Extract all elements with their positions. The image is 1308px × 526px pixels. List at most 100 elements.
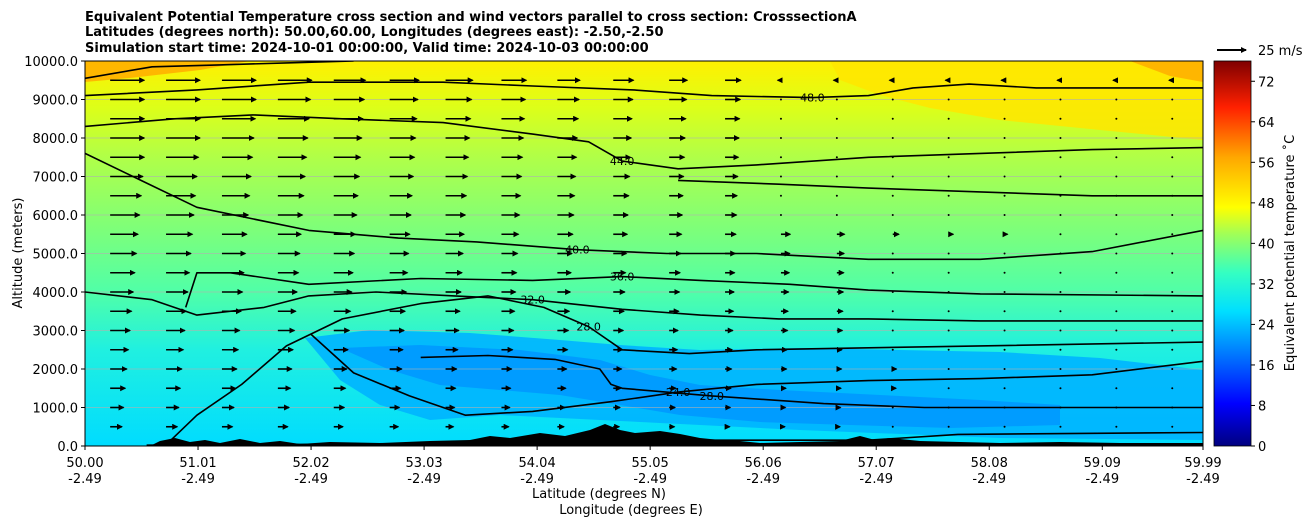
y-tick-label: 6000.0: [33, 209, 79, 224]
wind-vector-dot: [892, 99, 894, 101]
wind-vector-dot: [1115, 253, 1117, 255]
wind-reference-label: 25 m/s: [1258, 44, 1303, 59]
wind-vector-dot: [892, 349, 894, 351]
wind-vector-dot: [1004, 176, 1006, 178]
colorbar-tick-label: 24: [1258, 318, 1275, 333]
wind-vector-dot: [780, 176, 782, 178]
wind-vector-dot: [1059, 118, 1061, 120]
wind-vector-dot: [1171, 310, 1173, 312]
y-tick-label: 7000.0: [33, 171, 79, 186]
x-tick-label-lon: -2.49: [294, 472, 328, 487]
wind-vector-dot: [1171, 99, 1173, 101]
wind-vector-dot: [1059, 310, 1061, 312]
y-tick-label: 5000.0: [33, 248, 79, 263]
wind-vector-dot: [780, 99, 782, 101]
x-tick-label-lat: 57.07: [858, 456, 895, 471]
wind-vector-dot: [1171, 368, 1173, 370]
wind-vector-dot: [1059, 253, 1061, 255]
wind-vector-dot: [1004, 291, 1006, 293]
x-tick-label-lon: -2.49: [520, 472, 554, 487]
wind-vector-dot: [1004, 330, 1006, 332]
wind-vector-dot: [1004, 214, 1006, 216]
wind-vector-dot: [1171, 233, 1173, 235]
wind-vector-dot: [1115, 387, 1117, 389]
x-tick-label-lon: -2.49: [1085, 472, 1119, 487]
x-axis: 50.00-2.4951.01-2.4952.02-2.4953.03-2.49…: [66, 446, 1221, 487]
contour-label: 28.0: [576, 321, 601, 334]
colorbar-tick-label: 64: [1258, 116, 1275, 131]
wind-vector-dot: [948, 368, 950, 370]
wind-vector-dot: [948, 253, 950, 255]
wind-vector-dot: [892, 426, 894, 428]
wind-vector-dot: [1115, 272, 1117, 274]
wind-vector-dot: [1171, 387, 1173, 389]
y-tick-label: 1000.0: [33, 402, 79, 417]
wind-vector-dot: [948, 176, 950, 178]
wind-vector-dot: [1115, 291, 1117, 293]
wind-vector-dot: [1171, 137, 1173, 139]
wind-vector-dot: [1171, 407, 1173, 409]
wind-vector-dot: [1115, 118, 1117, 120]
wind-vector-dot: [892, 253, 894, 255]
wind-vector-dot: [1115, 137, 1117, 139]
wind-vector-dot: [948, 426, 950, 428]
x-tick-label-lat: 50.00: [66, 456, 103, 471]
wind-vector-dot: [1115, 156, 1117, 158]
y-tick-label: 9000.0: [33, 94, 79, 109]
wind-vector-dot: [1059, 330, 1061, 332]
y-tick-label: 2000.0: [33, 363, 79, 378]
contour-label: 40.0: [565, 244, 590, 257]
chart-title-line-2: Latitudes (degrees north): 50.00,60.00, …: [85, 25, 664, 40]
x-axis-label-latitude: Latitude (degrees N): [532, 487, 666, 502]
cross-section-chart: Equivalent Potential Temperature cross s…: [0, 0, 1308, 526]
wind-vector-dot: [780, 137, 782, 139]
wind-vector-dot: [1171, 253, 1173, 255]
wind-vector-dot: [1171, 330, 1173, 332]
x-tick-label-lat: 58.08: [971, 456, 1008, 471]
wind-vector-dot: [1059, 233, 1061, 235]
y-tick-label: 3000.0: [33, 325, 79, 340]
wind-vector-dot: [836, 195, 838, 197]
x-tick-label-lat: 59.99: [1184, 456, 1221, 471]
wind-vector-dot: [1059, 387, 1061, 389]
wind-vector-dot: [1115, 99, 1117, 101]
contour-label: 28.0: [699, 390, 724, 403]
wind-vector-dot: [1004, 118, 1006, 120]
wind-vector-dot: [1115, 349, 1117, 351]
colorbar-tick-label: 8: [1258, 399, 1266, 414]
wind-vector-dot: [1059, 195, 1061, 197]
wind-vector-dot: [1059, 291, 1061, 293]
x-tick-label-lon: -2.49: [972, 472, 1006, 487]
wind-vector-dot: [1059, 407, 1061, 409]
wind-vector-dot: [1059, 214, 1061, 216]
x-tick-label-lat: 55.05: [632, 456, 669, 471]
wind-vector-dot: [892, 137, 894, 139]
y-axis-label: Altitude (meters): [11, 198, 26, 309]
wind-vector-dot: [1004, 156, 1006, 158]
wind-vector-dot: [892, 291, 894, 293]
wind-vector-dot: [948, 349, 950, 351]
x-tick-label-lat: 53.03: [405, 456, 442, 471]
x-tick-label-lat: 52.02: [292, 456, 329, 471]
plot-area: 24.024.028.028.032.036.040.044.048.0: [85, 61, 1203, 451]
wind-vector-dot: [1171, 272, 1173, 274]
wind-vector-dot: [1115, 368, 1117, 370]
x-tick-label-lat: 59.09: [1084, 456, 1121, 471]
colorbar-tick-label: 0: [1258, 440, 1266, 455]
x-tick-label-lon: -2.49: [181, 472, 215, 487]
wind-vector-dot: [1059, 176, 1061, 178]
y-tick-label: 0.0: [57, 440, 78, 455]
wind-vector-dot: [1059, 368, 1061, 370]
x-tick-label-lon: -2.49: [68, 472, 102, 487]
x-tick-label-lat: 56.06: [745, 456, 782, 471]
wind-vector-dot: [1115, 426, 1117, 428]
colorbar-bar: [1214, 61, 1251, 446]
chart-title-line-1: Equivalent Potential Temperature cross s…: [85, 10, 857, 25]
wind-vector-dot: [1059, 99, 1061, 101]
wind-vector-dot: [1004, 407, 1006, 409]
wind-vector-dot: [1004, 195, 1006, 197]
wind-vector-dot: [1004, 368, 1006, 370]
wind-vector-dot: [948, 156, 950, 158]
wind-vector-dot: [892, 330, 894, 332]
wind-vector-dot: [948, 407, 950, 409]
